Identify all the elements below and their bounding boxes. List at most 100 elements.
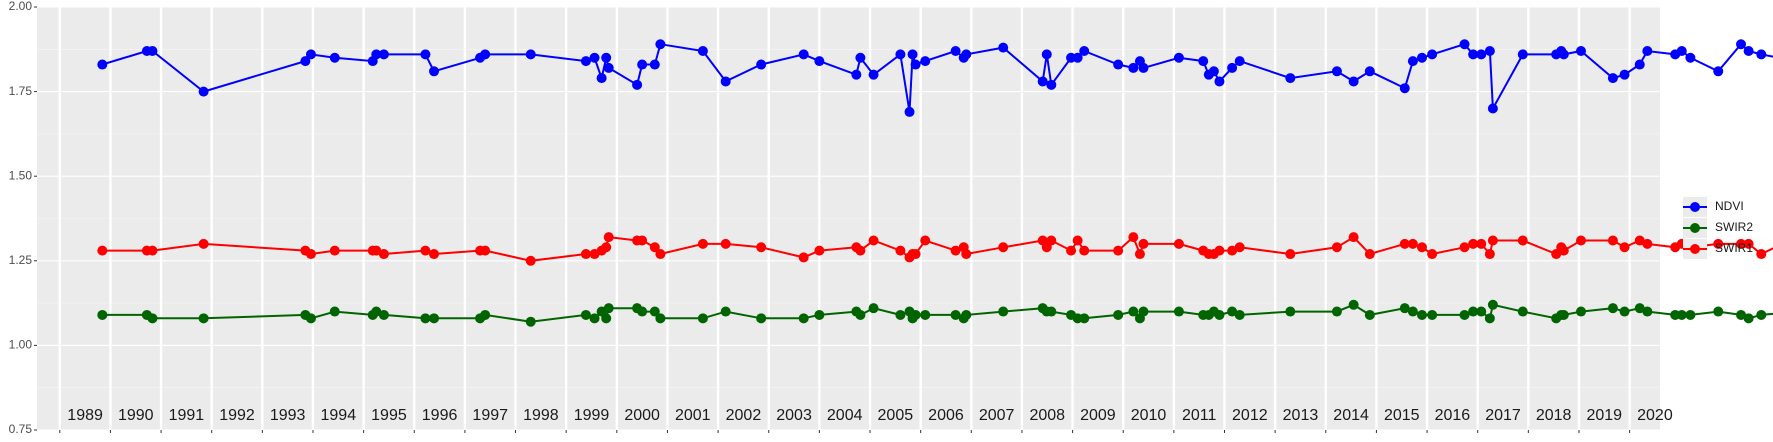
data-point-swir1 xyxy=(798,252,809,263)
data-point-swir1 xyxy=(1128,232,1139,243)
data-point-ndvi xyxy=(1642,45,1653,56)
data-point-swir2 xyxy=(1285,306,1296,317)
data-point-swir1 xyxy=(920,235,931,246)
data-point-swir2 xyxy=(1331,306,1342,317)
data-point-swir1 xyxy=(950,245,961,256)
data-point-swir2 xyxy=(1173,306,1184,317)
year-label: 2016 xyxy=(1435,407,1471,424)
legend-label-swir2: SWIR2 xyxy=(1715,220,1753,234)
data-point-swir2 xyxy=(649,306,660,317)
year-label: 2005 xyxy=(878,407,914,424)
data-point-ndvi xyxy=(596,73,607,84)
data-point-swir1 xyxy=(1364,249,1375,260)
data-point-swir1 xyxy=(649,242,660,253)
year-label: 1992 xyxy=(219,407,255,424)
year-label: 2008 xyxy=(1029,407,1065,424)
y-tick-label: 2.00 xyxy=(9,0,33,13)
data-point-swir1 xyxy=(1079,245,1090,256)
data-point-ndvi xyxy=(329,52,340,63)
data-point-swir2 xyxy=(1476,306,1487,317)
data-point-swir2 xyxy=(1364,309,1375,320)
data-point-swir1 xyxy=(305,249,316,260)
data-point-ndvi xyxy=(1208,66,1219,77)
data-point-ndvi xyxy=(637,59,648,70)
data-point-ndvi xyxy=(1198,56,1209,67)
data-point-swir1 xyxy=(1468,238,1479,249)
year-label: 2001 xyxy=(675,407,711,424)
data-point-swir2 xyxy=(910,309,921,320)
data-point-ndvi xyxy=(429,66,440,77)
data-point-swir1 xyxy=(1138,238,1149,249)
data-point-ndvi xyxy=(655,39,666,50)
data-point-ndvi xyxy=(920,56,931,67)
data-point-ndvi xyxy=(1736,39,1747,50)
data-point-ndvi xyxy=(378,49,389,60)
data-point-swir1 xyxy=(1227,245,1238,256)
data-point-swir2 xyxy=(1517,306,1528,317)
data-point-ndvi xyxy=(480,49,491,60)
data-point-ndvi xyxy=(1331,66,1342,77)
data-point-ndvi xyxy=(720,76,731,87)
data-point-swir2 xyxy=(1736,309,1747,320)
data-point-swir1 xyxy=(1642,238,1653,249)
data-point-ndvi xyxy=(603,62,614,73)
data-point-ndvi xyxy=(198,86,209,97)
data-point-ndvi xyxy=(601,52,612,63)
data-point-swir1 xyxy=(601,242,612,253)
year-label: 1990 xyxy=(118,407,154,424)
year-label: 2004 xyxy=(827,407,863,424)
year-label: 2014 xyxy=(1333,407,1369,424)
data-point-swir2 xyxy=(1079,313,1090,324)
data-point-ndvi xyxy=(851,69,862,80)
data-point-ndvi xyxy=(1576,45,1587,56)
data-point-swir1 xyxy=(97,245,108,256)
data-point-swir2 xyxy=(798,313,809,324)
data-point-swir2 xyxy=(1407,306,1418,317)
data-point-swir2 xyxy=(1046,306,1057,317)
data-point-swir2 xyxy=(525,316,536,327)
data-point-ndvi xyxy=(1756,49,1767,60)
data-point-swir1 xyxy=(429,249,440,260)
data-point-ndvi xyxy=(895,49,906,60)
data-point-swir2 xyxy=(1138,306,1149,317)
data-point-ndvi xyxy=(1607,73,1618,84)
data-point-swir1 xyxy=(525,255,536,266)
x-axis-ticks xyxy=(59,430,1631,433)
data-point-ndvi xyxy=(305,49,316,60)
data-point-ndvi xyxy=(1364,66,1375,77)
data-point-ndvi xyxy=(1138,62,1149,73)
data-point-swir1 xyxy=(147,245,158,256)
data-point-swir1 xyxy=(1736,238,1747,249)
data-point-swir1 xyxy=(1348,232,1359,243)
year-label: 1991 xyxy=(169,407,205,424)
data-point-ndvi xyxy=(649,59,660,70)
data-point-swir1 xyxy=(1756,249,1767,260)
data-point-swir1 xyxy=(1476,238,1487,249)
year-label: 2003 xyxy=(776,407,812,424)
data-point-swir1 xyxy=(1113,245,1124,256)
data-point-swir1 xyxy=(1399,238,1410,249)
data-point-swir2 xyxy=(305,313,316,324)
data-point-swir2 xyxy=(1427,309,1438,320)
data-point-ndvi xyxy=(589,52,600,63)
data-point-ndvi xyxy=(420,49,431,60)
data-point-swir1 xyxy=(329,245,340,256)
data-point-swir2 xyxy=(961,309,972,320)
data-point-swir1 xyxy=(756,242,767,253)
data-point-swir2 xyxy=(1484,313,1495,324)
data-point-ndvi xyxy=(1743,45,1754,56)
data-point-swir1 xyxy=(1285,249,1296,260)
data-point-ndvi xyxy=(961,49,972,60)
data-point-swir1 xyxy=(998,242,1009,253)
data-point-swir1 xyxy=(720,238,731,249)
year-label: 2006 xyxy=(928,407,964,424)
data-point-ndvi xyxy=(1459,39,1470,50)
year-labels: 1989 1990 1991 1992 1993 1994 1995 1996 1997 1998… xyxy=(67,407,1673,424)
year-label: 1999 xyxy=(574,407,610,424)
data-point-swir2 xyxy=(603,303,614,314)
data-point-ndvi xyxy=(1416,52,1427,63)
year-label: 1997 xyxy=(472,407,508,424)
legend-marker-swir1 xyxy=(1690,244,1700,254)
data-point-ndvi xyxy=(1427,49,1438,60)
data-point-swir1 xyxy=(814,245,825,256)
